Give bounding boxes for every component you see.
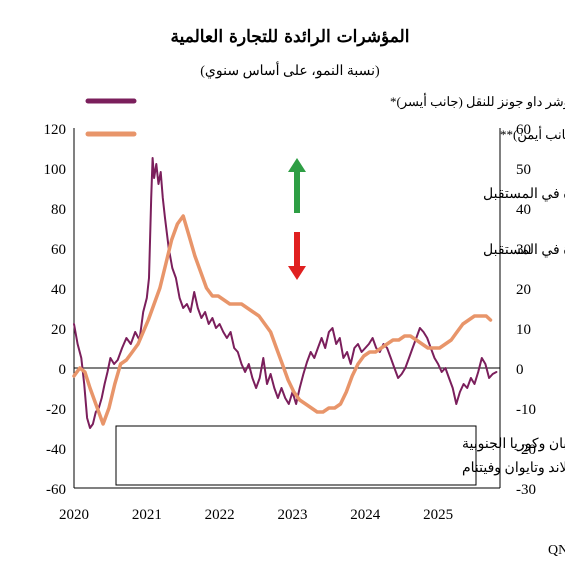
right-tick-label: 40 <box>516 202 531 218</box>
axes <box>73 128 501 489</box>
improve-label: تحسن التجارة في المستقبل <box>483 187 565 202</box>
chart-subtitle: (نسبة النمو، على أساس سنوي) <box>200 60 380 79</box>
right-tick-label: 10 <box>516 322 531 338</box>
right-tick-label: 50 <box>516 162 531 178</box>
legend-label-asian-exports: صادرات الدول الآسيوية ذات التقارير المبك… <box>500 126 565 143</box>
x-tick-label: 2025 <box>423 507 453 523</box>
weaken-label: ضعف التجارة في المستقبل <box>483 243 565 258</box>
series-line-transport <box>73 157 498 429</box>
note-line-1: ** متوسط 3 أشهر: اليابان وكوريا الجنوبية <box>462 433 565 452</box>
series-line-asian-exports <box>72 214 493 426</box>
right-tick-label: -10 <box>516 402 536 418</box>
left-tick-label: 0 <box>59 362 67 378</box>
x-tick-label: 2021 <box>132 507 162 523</box>
right-tick-label: -20 <box>516 442 536 458</box>
chart-title: المؤشرات الرائدة للتجارة العالمية <box>171 27 410 47</box>
left-axis-ticks: 120 100 80 60 40 20 0 -20 -40 -60 <box>44 122 67 498</box>
source-note: المصادر: بنك الاحتياطي الفيدرالي في سانت… <box>548 543 565 558</box>
right-tick-label: 20 <box>516 282 531 298</box>
left-tick-label: 20 <box>51 322 66 338</box>
down-arrow-icon <box>288 232 306 280</box>
left-tick-label: -40 <box>46 442 66 458</box>
up-arrow-icon <box>288 158 306 213</box>
left-tick-label: 80 <box>51 202 66 218</box>
legend: متوسط مؤشر داو جونز للنقل (جانب أيسر)* ص… <box>85 93 565 143</box>
legend-label-transport: متوسط مؤشر داو جونز للنقل (جانب أيسر)* <box>390 93 565 110</box>
right-tick-label: -30 <box>516 482 536 498</box>
left-tick-label: 60 <box>51 242 66 258</box>
annotation-weaken: ضعف التجارة في المستقبل <box>288 232 565 280</box>
note-box: ** متوسط 3 أشهر: اليابان وكوريا الجنوبية… <box>115 425 565 486</box>
right-axis-ticks: 60 50 40 30 20 10 0 -10 -20 -30 <box>516 122 536 498</box>
series-layer <box>72 157 498 429</box>
right-tick-label: 30 <box>516 242 531 258</box>
left-tick-label: 40 <box>51 282 66 298</box>
x-axis-ticks: 2020 2021 2022 2023 2024 2025 <box>59 507 453 523</box>
right-tick-label: 60 <box>516 122 531 138</box>
note-box-frame <box>115 425 477 486</box>
left-tick-label: 100 <box>44 162 67 178</box>
x-tick-label: 2024 <box>350 507 381 523</box>
note-line-2: وسنغافورة وتايلاند وتايوان وفيتنام <box>462 461 565 476</box>
x-tick-label: 2023 <box>277 507 307 523</box>
left-tick-label: 120 <box>44 122 67 138</box>
left-tick-label: -20 <box>46 402 66 418</box>
x-tick-label: 2022 <box>205 507 235 523</box>
right-tick-label: 0 <box>516 362 524 378</box>
x-tick-label: 2020 <box>59 507 89 523</box>
annotation-improve: تحسن التجارة في المستقبل <box>288 158 565 213</box>
left-tick-label: -60 <box>46 482 66 498</box>
